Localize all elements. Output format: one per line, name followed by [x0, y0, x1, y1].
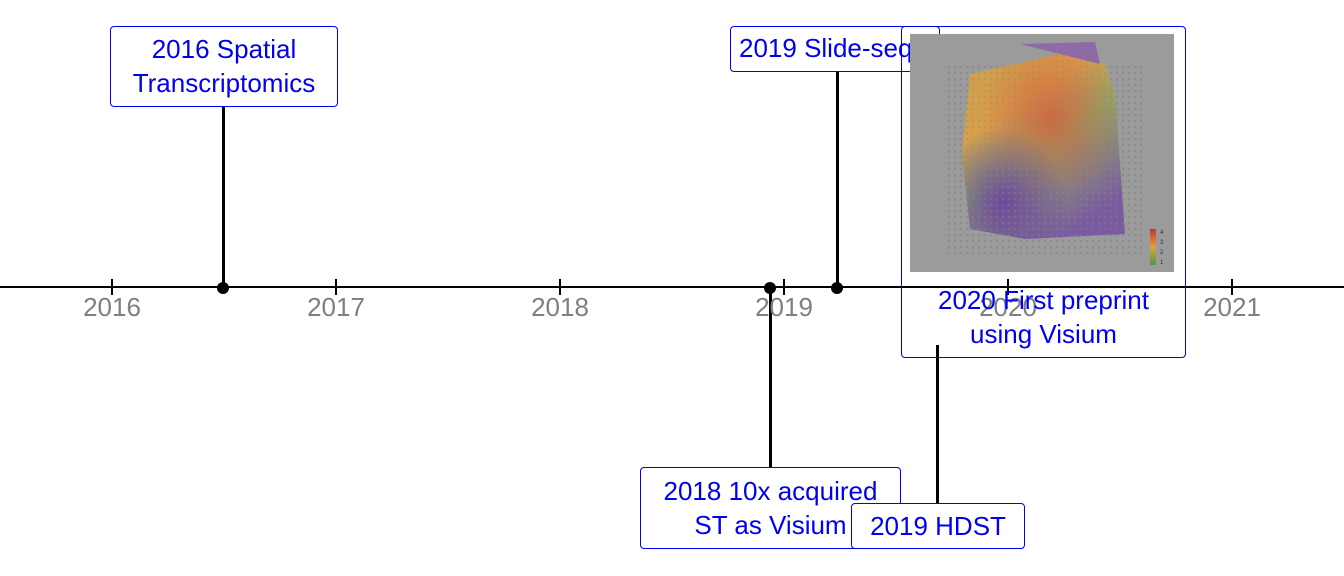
event-marker-st2016: [217, 282, 229, 294]
axis-tick: [783, 279, 785, 295]
stem-hdst2019: [936, 345, 939, 505]
event-label-preprint2020-text: 2020 First preprint using Visium: [902, 283, 1185, 357]
axis-tick: [1231, 279, 1233, 295]
event-label-text: 2019 Slide-seq: [739, 33, 913, 63]
axis-tick-label: 2019: [755, 292, 813, 322]
axis-tick: [559, 279, 561, 295]
visium-tissue-image: 4 3 2 1: [910, 34, 1174, 272]
axis-tick-label: 2018: [531, 292, 589, 322]
colorbar-tick: 2: [1160, 250, 1164, 256]
event-label-st2016: 2016 Spatial Transcriptomics: [110, 26, 338, 107]
event-label-hdst2019: 2019 HDST: [851, 503, 1025, 549]
axis-tick: [335, 279, 337, 295]
event-marker-slideseq2019: [831, 282, 843, 294]
axis-tick: [111, 279, 113, 295]
timeline-axis: [0, 286, 1344, 288]
event-label-text: 2016 Spatial Transcriptomics: [132, 34, 316, 98]
stem-slideseq2019: [836, 70, 839, 287]
axis-tick-label: 2020: [979, 292, 1037, 322]
stem-st2016: [222, 104, 225, 287]
event-label-slideseq2019: 2019 Slide-seq: [730, 26, 940, 72]
event-label-text: 2019 HDST: [870, 511, 1006, 541]
event-marker-visium2018: [764, 282, 776, 294]
axis-tick-label: 2016: [83, 292, 141, 322]
colorbar-tick: 1: [1160, 260, 1164, 266]
axis-tick-label: 2017: [307, 292, 365, 322]
axis-tick-label: 2021: [1203, 292, 1261, 322]
stem-visium2018: [769, 287, 772, 469]
tissue-expression-map-icon: 4 3 2 1: [910, 34, 1174, 272]
event-label-text: 2020 First preprint using Visium: [938, 285, 1149, 349]
event-label-text: 2018 10x acquired ST as Visium: [663, 476, 878, 540]
event-label-preprint2020: [901, 26, 1186, 358]
colorbar-tick: 3: [1160, 240, 1164, 246]
colorbar-tick: 4: [1160, 230, 1164, 236]
axis-tick: [1007, 279, 1009, 295]
